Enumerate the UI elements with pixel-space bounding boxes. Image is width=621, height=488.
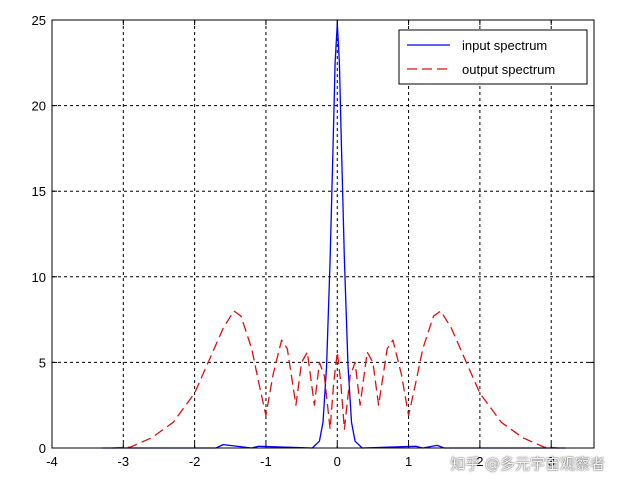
plot-frame: [51, 19, 595, 449]
legend-box: [398, 29, 588, 85]
plot-area: [52, 20, 594, 448]
x-tick-label: 2: [476, 454, 483, 469]
y-tick-label: 15: [32, 184, 46, 199]
ticks-layer: -4 -3 -2 -1 0 1 2 3 0 5 10 15 20 25: [32, 13, 594, 469]
x-tick-label: -1: [260, 454, 272, 469]
series-line-output-spectrum: [112, 310, 559, 449]
x-tick-label: 3: [548, 454, 555, 469]
y-tick-label: 20: [32, 99, 46, 114]
legend: input spectrum output spectrum: [398, 29, 588, 85]
y-tick-label: 10: [32, 270, 46, 285]
legend-label-input: input spectrum: [462, 38, 547, 53]
y-tick-label: 25: [32, 13, 46, 28]
x-tick-label: -2: [189, 454, 201, 469]
x-tick-label: -4: [46, 454, 58, 469]
watermark: 知乎 @多元宇宙观察者: [450, 455, 605, 473]
y-tick-label: 5: [39, 355, 46, 370]
y-tick-label: 0: [39, 441, 46, 456]
grid: [52, 20, 594, 448]
x-tick-label: 0: [334, 454, 341, 469]
x-tick-label: 1: [405, 454, 412, 469]
x-tick-label: -3: [118, 454, 130, 469]
legend-label-output: output spectrum: [462, 62, 555, 77]
